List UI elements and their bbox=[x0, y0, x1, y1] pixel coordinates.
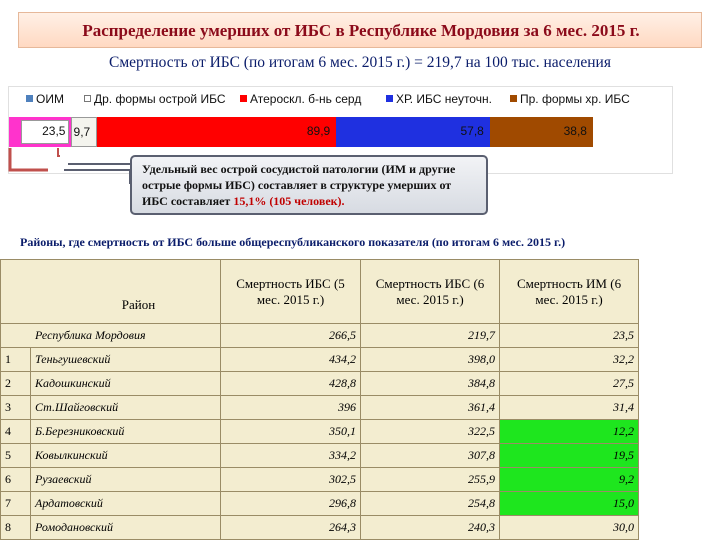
legend-item-other-acute: Др. формы острой ИБС bbox=[84, 92, 225, 106]
bar-oim-label-box bbox=[21, 120, 70, 144]
bar-label: 89,9 bbox=[306, 124, 331, 138]
legend-swatch-chronic-ibs bbox=[386, 95, 393, 102]
ibs-5mo-value: 302,5 bbox=[220, 467, 362, 492]
republic-v3: 23,5 bbox=[499, 323, 640, 348]
im-6mo-value: 32,2 bbox=[499, 347, 640, 372]
table-row: 5 Ковылкинский 334,2 307,8 19,5 bbox=[0, 443, 640, 468]
ibs-6mo-value: 254,8 bbox=[360, 491, 501, 516]
im-6mo-value: 9,2 bbox=[499, 467, 640, 492]
table-row: 8 Ромодановский 264,3 240,3 30,0 bbox=[0, 515, 640, 540]
callout-highlight: 15,1% (105 человек). bbox=[233, 194, 345, 208]
table-row: 7 Ардатовский 296,8 254,8 15,0 bbox=[0, 491, 640, 516]
ibs-6mo-value: 322,5 bbox=[360, 419, 501, 444]
title-box: Распределение умерших от ИБС в Республик… bbox=[18, 12, 702, 48]
legend-swatch-other-acute bbox=[84, 95, 91, 102]
row-number: 6 bbox=[0, 467, 31, 492]
districts-subtitle: Районы, где смертность от ИБС больше общ… bbox=[20, 235, 566, 249]
bar-chronic-ibs: 57,8 bbox=[336, 117, 490, 147]
bar-label: 23,5 bbox=[42, 124, 66, 138]
bracket-line bbox=[8, 148, 48, 172]
bar-atherosclerosis: 89,9 bbox=[97, 117, 337, 147]
legend-item-atherosclerosis: Атероскл. б-нь серд bbox=[240, 92, 361, 106]
district-name: Ковылкинский bbox=[29, 443, 222, 468]
header-ibs-6mo: Смертность ИБС (6 мес. 2015 г.) bbox=[360, 259, 501, 324]
ibs-5mo-value: 396 bbox=[220, 395, 362, 420]
district-name: Б.Березниковский bbox=[29, 419, 222, 444]
district-name: Ардатовский bbox=[29, 491, 222, 516]
legend-label-other-acute: Др. формы острой ИБС bbox=[94, 92, 226, 106]
legend-label-chronic-ibs: ХР. ИБС неуточн. bbox=[396, 92, 492, 106]
im-6mo-value: 19,5 bbox=[499, 443, 640, 468]
ibs-6mo-value: 361,4 bbox=[360, 395, 501, 420]
im-6mo-value: 12,2 bbox=[499, 419, 640, 444]
row-number: 3 bbox=[0, 395, 31, 420]
table-row: 2 Кадошкинский 428,8 384,8 27,5 bbox=[0, 371, 640, 396]
bar-other-acute: 9,7 bbox=[71, 117, 98, 147]
row-number: 5 bbox=[0, 443, 31, 468]
table-row: 4 Б.Березниковский 350,1 322,5 12,2 bbox=[0, 419, 640, 444]
ibs-5mo-value: 334,2 bbox=[220, 443, 362, 468]
table-row: 1 Теньгушевский 434,2 398,0 32,2 bbox=[0, 347, 640, 372]
callout-bracket bbox=[8, 148, 131, 184]
im-6mo-value: 27,5 bbox=[499, 371, 640, 396]
legend-label-other-chronic: Пр. формы хр. ИБС bbox=[520, 92, 630, 106]
legend-label-oim: ОИМ bbox=[36, 92, 64, 106]
bracket-line-2 bbox=[57, 148, 60, 157]
district-name: Ст.Шайговский bbox=[29, 395, 222, 420]
bar-label: 38,8 bbox=[563, 124, 587, 138]
republic-name: Республика Мордовия bbox=[0, 323, 222, 348]
bar-other-chronic: 38,8 bbox=[489, 117, 593, 147]
im-6mo-value: 31,4 bbox=[499, 395, 640, 420]
table-row: 3 Ст.Шайговский 396 361,4 31,4 bbox=[0, 395, 640, 420]
legend-label-atherosclerosis: Атероскл. б-нь серд bbox=[250, 92, 362, 106]
stacked-bar: 23,5 9,7 89,9 57,8 38,8 bbox=[9, 117, 593, 147]
ibs-6mo-value: 255,9 bbox=[360, 467, 501, 492]
im-6mo-value: 15,0 bbox=[499, 491, 640, 516]
callout-text: Удельный вес острой сосудистой патологии… bbox=[142, 162, 456, 208]
district-name: Теньгушевский bbox=[29, 347, 222, 372]
legend-item-chronic-ibs: ХР. ИБС неуточн. bbox=[386, 92, 492, 106]
legend-swatch-oim bbox=[26, 95, 33, 102]
row-number: 8 bbox=[0, 515, 31, 540]
district-name: Рузаевский bbox=[29, 467, 222, 492]
legend-item-other-chronic: Пр. формы хр. ИБС bbox=[510, 92, 630, 106]
districts-table: Район Смертность ИБС (5 мес. 2015 г.) См… bbox=[0, 259, 640, 540]
row-number: 2 bbox=[0, 371, 31, 396]
table-header-row: Район Смертность ИБС (5 мес. 2015 г.) См… bbox=[0, 259, 640, 324]
legend-swatch-other-chronic bbox=[510, 95, 517, 102]
ibs-6mo-value: 307,8 bbox=[360, 443, 501, 468]
im-6mo-value: 30,0 bbox=[499, 515, 640, 540]
page-title: Распределение умерших от ИБС в Республик… bbox=[82, 21, 640, 40]
bar-oim: 23,5 bbox=[9, 117, 72, 147]
ibs-5mo-value: 296,8 bbox=[220, 491, 362, 516]
republic-v1: 266,5 bbox=[220, 323, 362, 348]
table-row: 6 Рузаевский 302,5 255,9 9,2 bbox=[0, 467, 640, 492]
district-name: Кадошкинский bbox=[29, 371, 222, 396]
ibs-6mo-value: 384,8 bbox=[360, 371, 501, 396]
republic-v2: 219,7 bbox=[360, 323, 501, 348]
mortality-subtitle: Смертность от ИБС (по итогам 6 мес. 2015… bbox=[109, 54, 611, 71]
row-number: 1 bbox=[0, 347, 31, 372]
header-ibs-5mo: Смертность ИБС (5 мес. 2015 г.) bbox=[220, 259, 362, 324]
ibs-5mo-value: 428,8 bbox=[220, 371, 362, 396]
ibs-5mo-value: 350,1 bbox=[220, 419, 362, 444]
table-row-republic: Республика Мордовия 266,5 219,7 23,5 bbox=[0, 323, 640, 348]
callout-box: Удельный вес острой сосудистой патологии… bbox=[130, 155, 488, 215]
ibs-6mo-value: 398,0 bbox=[360, 347, 501, 372]
ibs-5mo-value: 434,2 bbox=[220, 347, 362, 372]
ibs-5mo-value: 264,3 bbox=[220, 515, 362, 540]
header-district: Район bbox=[0, 259, 222, 324]
row-number: 7 bbox=[0, 491, 31, 516]
callout-pointer bbox=[64, 169, 131, 184]
legend-item-oim: ОИМ bbox=[26, 92, 64, 106]
row-number: 4 bbox=[0, 419, 31, 444]
bar-label: 57,8 bbox=[460, 124, 484, 138]
bar-label: 9,7 bbox=[73, 125, 91, 139]
header-im-6mo: Смертность ИМ (6 мес. 2015 г.) bbox=[499, 259, 640, 324]
legend-swatch-atherosclerosis bbox=[240, 95, 247, 102]
ibs-6mo-value: 240,3 bbox=[360, 515, 501, 540]
district-name: Ромодановский bbox=[29, 515, 222, 540]
